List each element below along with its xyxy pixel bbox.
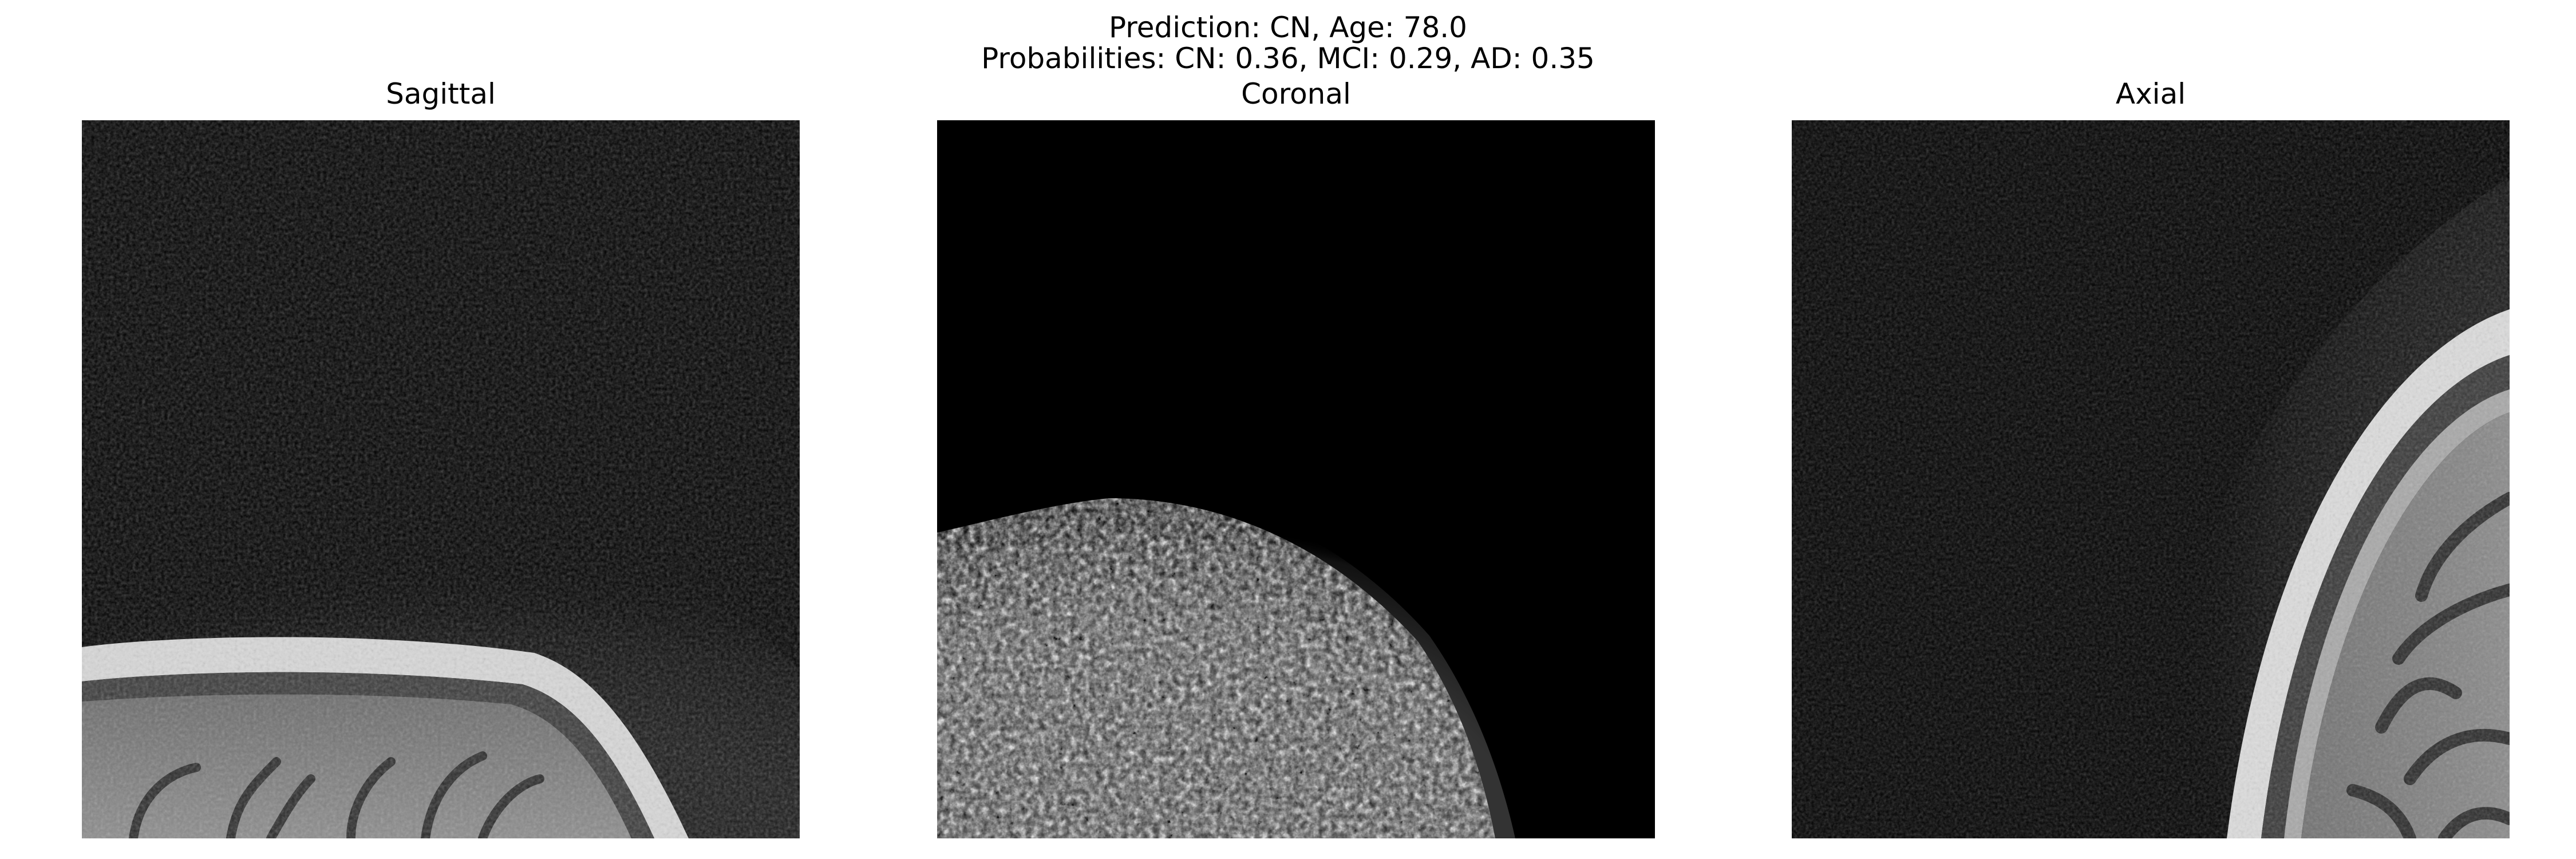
sagittal-mri-slice — [82, 120, 800, 838]
sagittal-panel-title: Sagittal — [386, 77, 496, 111]
coronal-panel-title: Coronal — [1241, 77, 1351, 111]
figure-title-line-1: Prediction: CN, Age: 78.0 — [1108, 11, 1467, 44]
coronal-mri-slice — [937, 120, 1655, 838]
sagittal-slice-image — [82, 120, 800, 838]
figure-title-line-2: Probabilities: CN: 0.36, MCI: 0.29, AD: … — [981, 42, 1595, 75]
axial-mri-slice — [1792, 120, 2510, 838]
axial-slice-image — [1792, 120, 2510, 838]
axial-panel-title: Axial — [2115, 77, 2186, 111]
coronal-slice-image — [937, 120, 1655, 838]
